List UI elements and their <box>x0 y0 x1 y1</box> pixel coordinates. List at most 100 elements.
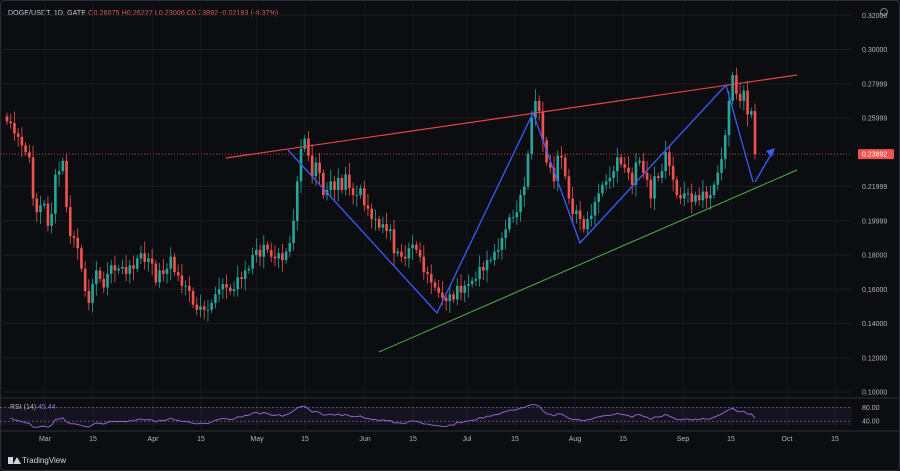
candle-body <box>117 268 120 271</box>
candle-body <box>489 260 493 261</box>
candle-body <box>28 152 31 158</box>
candle-body <box>348 174 351 189</box>
settings-gear-icon[interactable] <box>880 8 888 16</box>
candle-body <box>720 159 723 173</box>
tradingview-logo[interactable]: TradingView <box>8 456 66 465</box>
candle-body <box>83 268 87 291</box>
candle-body <box>749 111 753 115</box>
x-tick-label: 15 <box>511 436 519 443</box>
candle-body <box>54 174 57 214</box>
candle-body <box>362 188 366 206</box>
candle-body <box>671 165 675 180</box>
grid-lines <box>0 5 852 430</box>
candle-body <box>738 94 742 101</box>
y-tick-label: 0.16000 <box>862 287 887 294</box>
x-axis: Mar 15 Apr 15 May 15 Jun 15 Jul 15 Aug 15 Sep 15 Oct 15 <box>39 436 839 443</box>
candle-body <box>121 266 124 269</box>
rsi-level-label: 40.00 <box>862 419 880 426</box>
candle-body <box>236 277 240 290</box>
candle-body <box>184 285 187 287</box>
candle-body <box>61 160 65 172</box>
candle-body <box>180 275 184 286</box>
candle-body <box>426 272 429 274</box>
candle-body <box>199 306 202 310</box>
candle-body <box>314 162 318 177</box>
candle-body <box>653 176 656 199</box>
candle-body <box>690 193 694 202</box>
x-tick-label: 15 <box>831 436 839 443</box>
candle-body <box>355 195 359 196</box>
candle-body <box>563 157 567 177</box>
candle-body <box>16 133 20 137</box>
candle-body <box>716 172 720 185</box>
candle-body <box>742 90 746 101</box>
candle-body <box>161 270 165 274</box>
candle-body <box>80 248 83 269</box>
candle-body <box>612 171 615 178</box>
candle-body <box>135 258 139 269</box>
candle-body <box>441 292 444 298</box>
y-tick-label: 0.14000 <box>862 321 887 328</box>
candle-body <box>705 191 708 199</box>
x-tick-label: 15 <box>619 436 627 443</box>
candle-body <box>712 184 716 196</box>
y-tick-label: 0.12000 <box>862 355 887 362</box>
candle-body <box>463 285 467 293</box>
candle-body <box>493 251 496 261</box>
candle-body <box>228 287 232 291</box>
candle-body <box>508 217 511 230</box>
candle-body <box>634 162 638 185</box>
candle-body <box>266 244 269 250</box>
y-tick-label: 0.27999 <box>862 81 887 88</box>
x-tick-label: Mar <box>39 436 52 443</box>
candle-body <box>374 219 377 220</box>
candle-body <box>50 213 53 226</box>
candle-body <box>630 172 634 185</box>
candle-body <box>560 155 563 158</box>
candle-body <box>336 177 340 190</box>
x-tick-label: 15 <box>301 436 309 443</box>
candle-body <box>403 256 407 259</box>
candle-body <box>396 251 400 254</box>
candle-body <box>240 277 243 279</box>
candle-body <box>57 171 61 175</box>
chart-background <box>0 0 855 392</box>
x-tick-label: Apr <box>148 436 160 443</box>
candle-body <box>452 294 455 300</box>
x-tick-label: 15 <box>197 436 205 443</box>
candle-body <box>210 302 213 310</box>
candle-body <box>68 207 72 237</box>
candle-body <box>169 256 173 269</box>
rsi-pane: 80.00 40.00 <box>0 397 900 432</box>
candle-body <box>46 203 50 226</box>
candle-body <box>351 188 355 196</box>
candle-body <box>251 255 254 269</box>
candle-body <box>39 205 42 213</box>
current-price-badge <box>858 149 894 160</box>
rsi-label-text: RSI (14) <box>10 404 37 411</box>
candle-body <box>232 289 236 291</box>
y-axis: 0.32000 0.30000 0.27999 0.25999 0.21999 0.199… <box>858 13 894 397</box>
candles-group <box>5 67 757 322</box>
candle-body <box>243 270 247 279</box>
candle-body <box>109 265 113 274</box>
x-tick-label: Sep <box>677 436 690 443</box>
candle-body <box>20 136 24 146</box>
candle-body <box>500 237 504 250</box>
candle-body <box>113 265 117 271</box>
candle-body <box>173 256 176 273</box>
candle-body <box>485 260 489 271</box>
symbol-pair[interactable]: DOGE/USDT, 1D, GATE <box>8 10 86 17</box>
candle-body <box>616 157 619 172</box>
candle-body <box>195 304 199 310</box>
candle-body <box>307 138 310 156</box>
candle-body <box>482 266 485 271</box>
candle-body <box>284 251 288 261</box>
current-price-label: 0.23892 <box>862 152 887 159</box>
candle-body <box>42 203 46 206</box>
rsi-level-label: 80.00 <box>862 405 880 412</box>
candle-body <box>322 172 325 196</box>
candle-body <box>682 193 686 199</box>
candle-body <box>470 280 474 285</box>
